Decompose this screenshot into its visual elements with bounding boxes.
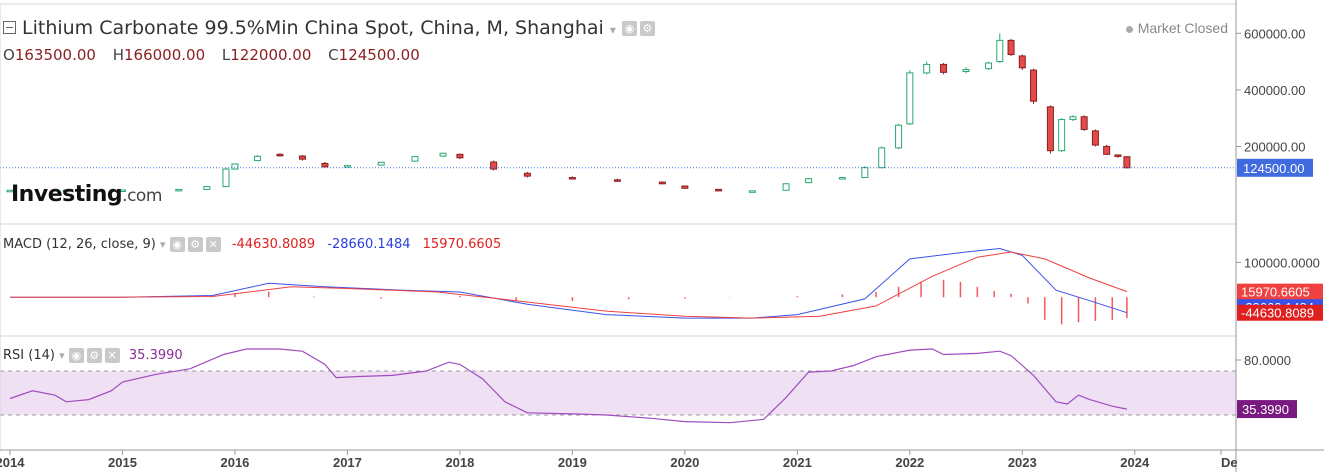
up-candle — [805, 178, 813, 184]
close-icon[interactable]: ✕ — [104, 348, 120, 363]
up-candle — [377, 161, 385, 166]
time-tick-label: 2018 — [445, 455, 474, 470]
up-candle — [878, 147, 886, 169]
market-status: Market Closed — [1125, 20, 1228, 36]
rsi-band — [0, 371, 1236, 415]
down-candle — [321, 162, 329, 168]
up-candle — [748, 190, 756, 193]
price-tick-label: 200000.00 — [1244, 139, 1305, 154]
up-candle — [175, 188, 183, 192]
macd-legend: MACD (12, 26, close, 9) ▾ ◉ ⚙ ✕ -44630.808… — [3, 237, 502, 252]
down-candle — [658, 181, 666, 185]
time-tick-label: 2023 — [1008, 455, 1037, 470]
up-candle — [203, 186, 211, 190]
down-candle — [1018, 55, 1026, 69]
eye-icon[interactable]: ◉ — [68, 348, 84, 363]
down-candle — [490, 161, 498, 170]
rsi-legend: RSI (14) ▾ ◉ ⚙ ✕ 35.3990 — [3, 348, 183, 363]
rsi-value-label: 35.3990 — [1242, 402, 1289, 417]
chevron-down-icon[interactable]: ▾ — [160, 238, 166, 251]
gear-icon[interactable]: ⚙ — [86, 348, 102, 363]
up-candle — [996, 39, 1004, 63]
up-candle — [782, 183, 790, 191]
macd-value-tag — [1237, 304, 1323, 321]
time-tick-label: 2019 — [558, 455, 587, 470]
down-candle — [1114, 154, 1122, 157]
down-candle — [715, 188, 723, 192]
up-candle — [411, 156, 419, 162]
up-candle — [62, 189, 70, 193]
time-tick-label: 2022 — [895, 455, 924, 470]
down-candle — [1030, 69, 1038, 102]
up-candle — [923, 63, 931, 74]
time-tick-label: 2014 — [0, 455, 25, 470]
price-tick-label: 400000.00 — [1244, 83, 1305, 98]
gear-icon[interactable]: ⚙ — [639, 21, 655, 36]
macd-value-tag — [1237, 283, 1323, 300]
down-candle — [940, 63, 948, 73]
up-candle — [222, 168, 230, 188]
time-tick-label: De — [1221, 455, 1238, 470]
down-candle — [1080, 116, 1088, 130]
price-tick-label: 600000.00 — [1244, 26, 1305, 41]
down-candle — [523, 172, 531, 177]
macd-value-label: 15970.6605 — [1241, 285, 1310, 300]
up-candle — [895, 124, 903, 149]
up-candle — [118, 189, 126, 192]
up-candle — [231, 163, 239, 170]
time-tick-label: 2021 — [783, 455, 812, 470]
up-candle — [439, 152, 447, 157]
down-candle — [298, 155, 306, 160]
down-candle — [568, 177, 576, 180]
up-candle — [343, 165, 351, 168]
up-candle — [985, 62, 993, 70]
time-tick-label: 2016 — [220, 455, 249, 470]
last-price-label: 124500.00 — [1243, 161, 1304, 176]
rsi-tick-label: 80.0000 — [1244, 353, 1291, 368]
status-dot-icon — [1125, 25, 1133, 33]
eye-icon[interactable]: ◉ — [169, 237, 185, 252]
macd-tick-label: 100000.0000 — [1244, 255, 1320, 270]
up-candle — [1058, 119, 1066, 152]
ohlc-readout: O163500.00 H166000.00 L122000.00 C124500… — [3, 46, 420, 64]
up-candle — [962, 69, 970, 72]
down-candle — [276, 153, 284, 157]
up-candle — [253, 155, 261, 162]
chart-title: Lithium Carbonate 99.5%Min China Spot, C… — [22, 17, 658, 39]
up-candle — [838, 177, 846, 180]
down-candle — [1091, 130, 1099, 146]
up-candle — [6, 189, 14, 193]
close-icon[interactable]: ✕ — [205, 237, 221, 252]
down-candle — [1123, 156, 1131, 169]
down-candle — [681, 185, 689, 189]
time-tick-label: 2017 — [333, 455, 362, 470]
chevron-down-icon[interactable]: ▾ — [59, 349, 65, 362]
down-candle — [1007, 39, 1015, 56]
macd-line — [10, 247, 1128, 319]
down-candle — [613, 179, 621, 182]
time-tick-label: 2024 — [1120, 455, 1150, 470]
chevron-down-icon[interactable]: ▾ — [609, 23, 616, 37]
last-price-tag — [1237, 158, 1313, 177]
macd-value-label: -44630.8089 — [1241, 306, 1314, 321]
down-candle — [1046, 106, 1054, 152]
gear-icon[interactable]: ⚙ — [187, 237, 203, 252]
up-candle — [861, 167, 869, 179]
rsi-line — [9, 348, 1128, 424]
up-candle — [906, 72, 914, 125]
up-candle — [1069, 116, 1077, 121]
down-candle — [456, 153, 464, 159]
collapse-icon[interactable] — [3, 21, 16, 34]
eye-icon[interactable]: ◉ — [621, 21, 637, 36]
investing-logo: Investing.com — [11, 182, 162, 207]
time-tick-label: 2015 — [108, 455, 137, 470]
rsi-value-tag — [1237, 400, 1297, 419]
down-candle — [1103, 145, 1111, 155]
time-tick-label: 2020 — [670, 455, 699, 470]
signal-line — [10, 251, 1128, 319]
